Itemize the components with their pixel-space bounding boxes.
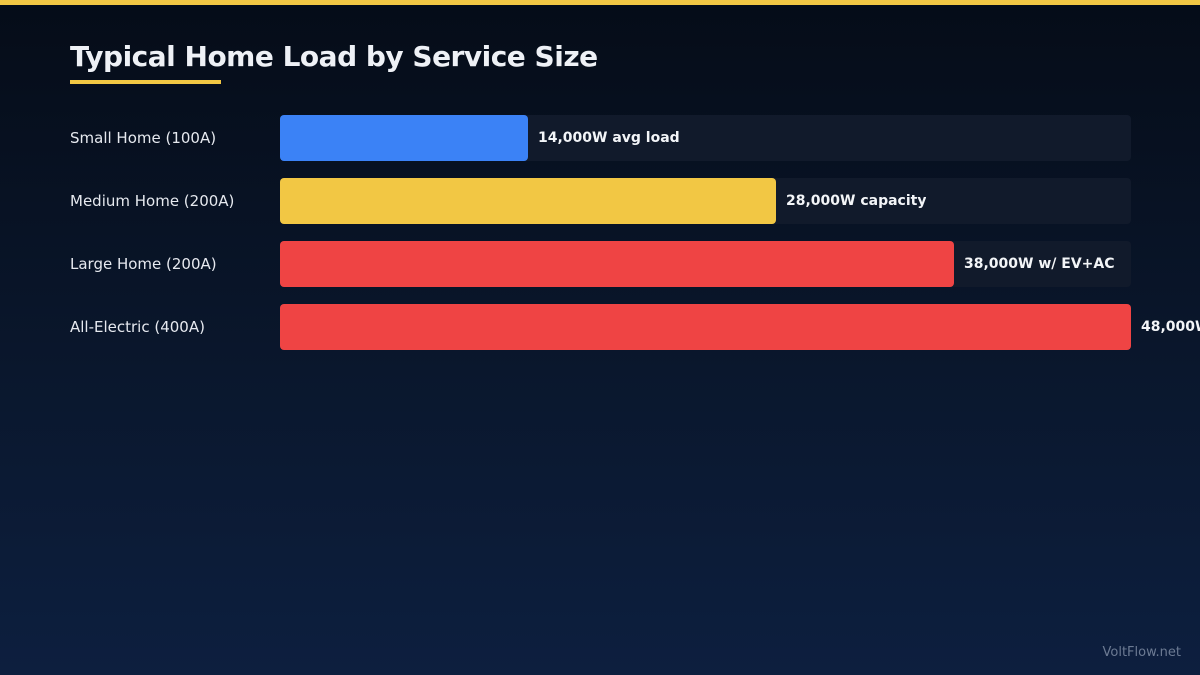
top-accent-stripe: [0, 0, 1200, 5]
data-label: 48,000W: [1141, 319, 1200, 335]
bar: [280, 178, 776, 224]
category-label: Small Home (100A): [70, 129, 217, 147]
title-underline: [70, 80, 221, 84]
watermark: VoltFlow.net: [1102, 645, 1182, 660]
data-label: 28,000W capacity: [786, 193, 927, 209]
data-label: 14,000W avg load: [538, 130, 680, 146]
category-label: All-Electric (400A): [70, 318, 205, 336]
chart-title: Typical Home Load by Service Size: [70, 40, 598, 73]
bar: [280, 115, 528, 161]
data-label: 38,000W w/ EV+AC: [964, 256, 1115, 272]
category-label: Medium Home (200A): [70, 192, 235, 210]
category-label: Large Home (200A): [70, 255, 217, 273]
bar: [280, 304, 1131, 350]
bar: [280, 241, 954, 287]
